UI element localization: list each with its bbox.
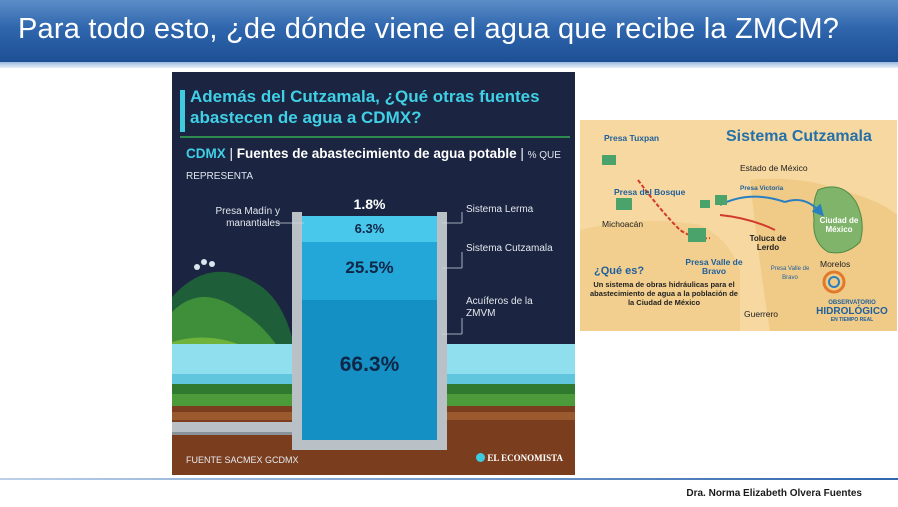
label-sistema-lerma: Sistema Lerma (466, 204, 534, 215)
label-acuiferos: Acuíferos de la ZMVM (466, 296, 533, 319)
layer-cutzamala (302, 242, 437, 300)
label-michoacan: Michoacán (602, 219, 644, 229)
label-estado-mexico: Estado de México (740, 163, 808, 173)
heading-divider (180, 136, 570, 138)
label-ciudad-mexico: Ciudad de México (819, 216, 859, 234)
label-presa-madin: Presa Madín y manantiales (215, 206, 280, 229)
label-guerrero: Guerrero (744, 309, 779, 319)
percent-acuiferos: 66.3% (339, 353, 400, 376)
heading-accent-bar (180, 90, 185, 132)
percent-sistema-lerma: 6.3% (354, 221, 385, 236)
subtitle-separator: | (225, 146, 237, 161)
title-bar: Para todo esto, ¿de dónde viene el agua … (0, 0, 898, 68)
infographic-brand: EL ECONOMISTA (476, 453, 563, 463)
subtitle-main: Fuentes de abastecimiento de agua potabl… (236, 146, 517, 161)
label-presa-bosque: Presa del Bosque (614, 187, 686, 197)
label-sistema-cutzamala: Sistema Cutzamala (466, 243, 553, 254)
infographic-illustration (172, 212, 575, 475)
map-illustration (580, 155, 897, 331)
infographic-source: FUENTE SACMEX GCDMX (186, 455, 299, 465)
brand-dot-icon (476, 453, 486, 462)
slide-title: Para todo esto, ¿de dónde viene el agua … (18, 13, 840, 45)
cutzamala-map: Sistema Cutzamala Presa Tuxpan Presa del… (580, 120, 897, 331)
que-es-heading: ¿Qué es? (594, 265, 645, 277)
infographic-heading: Además del Cutzamala, ¿Qué otras fuentes… (190, 87, 540, 127)
subtitle-city: CDMX (186, 146, 226, 161)
subtitle-separator-2: | (516, 146, 528, 161)
label-presa-valle: Presa Valle de Bravo (685, 257, 743, 276)
footer-divider (0, 478, 898, 480)
observatorio-logo: OBSERVATORIO HIDROLÓGICO EN TIEMPO REAL (816, 300, 888, 323)
label-toluca: Toluca de Lerdo (749, 234, 787, 252)
percent-presa-madin: 1.8% (353, 196, 386, 212)
percent-sistema-cutzamala: 25.5% (345, 258, 394, 277)
infographic-panel: Además del Cutzamala, ¿Qué otras fuentes… (172, 72, 575, 475)
infographic-subtitle: CDMX | Fuentes de abastecimiento de agua… (186, 144, 566, 186)
map-title: Sistema Cutzamala (726, 128, 872, 145)
que-es-description: Un sistema de obras hidráulicas para el … (590, 280, 738, 307)
subtitle-unit: % QUE REPRESENTA (186, 150, 561, 182)
author-credit: Dra. Norma Elizabeth Olvera Fuentes (686, 488, 862, 499)
layer-acuiferos (302, 300, 437, 440)
label-presa-tuxpan: Presa Tuxpan (604, 133, 660, 143)
label-valle-bravo: Presa Valle de Bravo (770, 266, 810, 281)
label-presa-victoria: Presa Victoria (740, 185, 784, 192)
tank-layers (302, 216, 437, 440)
label-morelos: Morelos (820, 259, 851, 269)
layer-lerma (302, 216, 437, 242)
